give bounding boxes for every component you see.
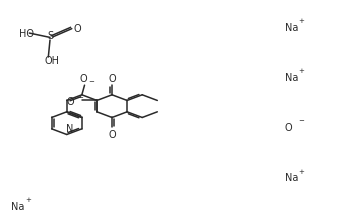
Text: HO: HO — [19, 29, 34, 39]
Text: −: − — [89, 79, 94, 85]
Text: OH: OH — [44, 56, 59, 66]
Text: O: O — [73, 24, 81, 34]
Text: O: O — [79, 74, 87, 84]
Text: −: − — [77, 95, 83, 101]
Text: Na: Na — [285, 23, 298, 32]
Text: +: + — [299, 169, 305, 175]
Text: +: + — [299, 68, 305, 74]
Text: O: O — [285, 123, 292, 133]
Text: O: O — [109, 130, 116, 140]
Text: Na: Na — [285, 73, 298, 83]
Text: −: − — [299, 118, 305, 124]
Text: Na: Na — [285, 173, 298, 183]
Text: +: + — [26, 197, 31, 203]
Text: O: O — [109, 74, 116, 84]
Text: N: N — [66, 124, 73, 134]
Text: +: + — [299, 18, 305, 24]
Text: O: O — [66, 97, 74, 107]
Text: Na: Na — [11, 202, 25, 211]
Text: S: S — [48, 31, 54, 41]
